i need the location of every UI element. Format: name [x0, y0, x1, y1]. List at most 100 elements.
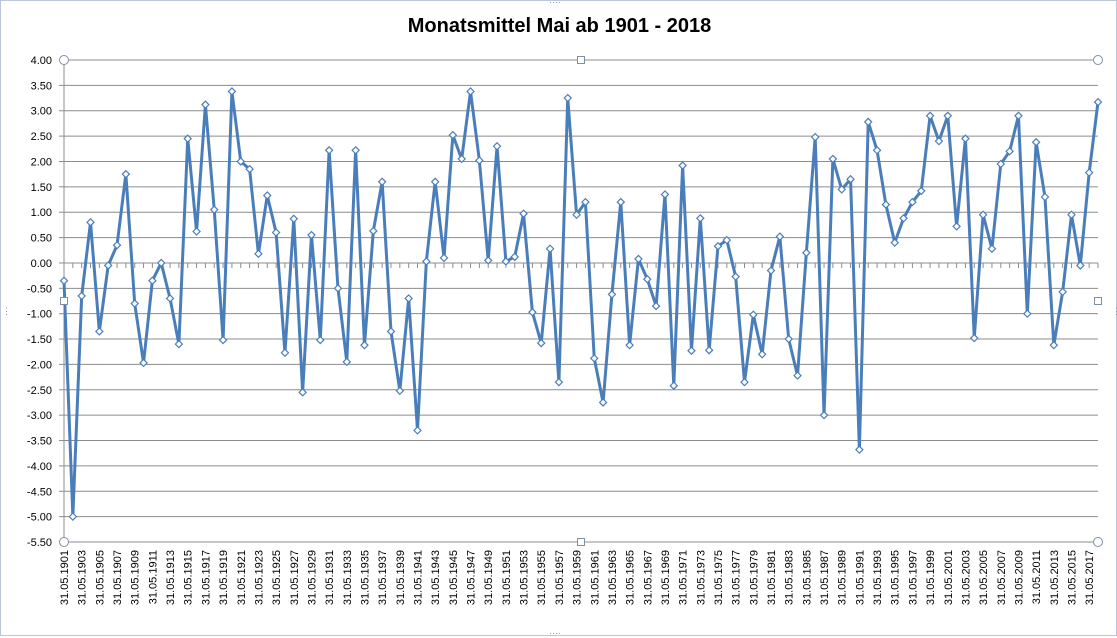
- data-point: [395, 386, 405, 396]
- x-tick-label: 31.05.1901: [59, 550, 71, 605]
- y-tick-label: 1.00: [31, 207, 52, 219]
- data-point: [404, 294, 414, 303]
- x-tick-label: 31.05.1915: [183, 550, 195, 605]
- data-point: [925, 111, 935, 121]
- x-tick-label: 31.05.1987: [819, 550, 831, 605]
- data-point: [501, 257, 511, 266]
- data-point: [448, 130, 458, 140]
- data-point: [386, 327, 396, 336]
- edge-handle: [577, 56, 585, 64]
- x-tick-label: 31.05.1931: [324, 550, 336, 605]
- x-tick-label: 31.05.1975: [713, 550, 725, 605]
- data-point: [651, 301, 661, 311]
- data-point: [899, 213, 908, 223]
- data-point: [757, 349, 767, 359]
- x-tick-label: 31.05.1963: [607, 550, 619, 605]
- edge-handle: [60, 297, 68, 305]
- x-tick-label: 31.05.1969: [660, 550, 672, 605]
- x-tick-label: 31.05.1991: [854, 550, 866, 605]
- data-point: [95, 327, 104, 336]
- x-tick-label: 31.05.1933: [342, 550, 354, 605]
- data-point: [961, 134, 970, 143]
- x-tick-label: 31.05.2005: [978, 550, 990, 605]
- data-point: [678, 161, 687, 170]
- data-point: [810, 132, 820, 142]
- y-tick-label: -3.50: [27, 436, 52, 448]
- data-point: [466, 87, 475, 96]
- data-point: [545, 244, 555, 254]
- data-point: [1075, 261, 1085, 270]
- data-point: [978, 210, 988, 220]
- data-point: [148, 276, 157, 286]
- y-tick-label: -2.50: [27, 385, 52, 397]
- x-tick-label: 31.05.1909: [130, 550, 142, 605]
- y-axis-tick-labels: 4.00 3.50 3.00 2.50 2.00 1.50 1.00 0.50 0.00 -0.5…: [27, 55, 64, 549]
- series-path: [62, 89, 1100, 519]
- x-tick-label: 31.05.1929: [306, 550, 318, 605]
- data-point: [952, 222, 961, 231]
- data-point: [740, 377, 749, 387]
- y-tick-label: -4.50: [27, 486, 52, 498]
- x-tick-label: 31.05.1949: [483, 550, 495, 605]
- x-tick-label: 31.05.1945: [448, 550, 460, 605]
- data-point: [360, 340, 369, 350]
- data-point: [315, 335, 325, 345]
- x-tick-label: 31.05.1995: [890, 550, 902, 605]
- y-tick-label: -0.50: [27, 283, 52, 295]
- data-point: [660, 190, 670, 199]
- data-point: [766, 266, 776, 275]
- data-point: [713, 241, 723, 251]
- data-point: [536, 338, 546, 348]
- data-point: [59, 276, 69, 286]
- data-point: [192, 227, 201, 236]
- selection-handles[interactable]: [59, 55, 1103, 547]
- data-point: [775, 232, 785, 241]
- frame-handle-left[interactable]: ⋮: [2, 306, 11, 316]
- edge-handle: [1094, 297, 1102, 305]
- series-line: [62, 89, 1100, 519]
- x-tick-label: 31.05.1911: [147, 550, 159, 604]
- x-tick-label: 31.05.1953: [519, 550, 531, 605]
- x-tick-label: 31.05.2001: [943, 550, 955, 605]
- x-tick-label: 31.05.1983: [784, 550, 796, 605]
- data-point: [156, 258, 166, 268]
- data-point: [1014, 111, 1023, 121]
- series-markers: [59, 87, 1103, 521]
- data-point: [704, 345, 714, 355]
- data-point: [183, 134, 193, 143]
- corner-handle: [1093, 55, 1103, 65]
- chart-title: Monatsmittel Mai ab 1901 - 2018: [407, 15, 712, 37]
- frame-handle-bottom[interactable]: ····: [549, 628, 561, 638]
- frame-handle-right[interactable]: ⋮: [1112, 306, 1117, 316]
- data-point: [86, 218, 95, 227]
- data-point: [572, 210, 581, 220]
- data-point: [748, 310, 758, 320]
- corner-handle: [59, 537, 69, 547]
- x-tick-label: 31.05.2003: [960, 550, 972, 605]
- x-tick-label: 31.05.1937: [377, 550, 389, 605]
- x-tick-label: 31.05.1905: [94, 550, 106, 605]
- frame-handle-top[interactable]: ····: [549, 0, 561, 7]
- y-tick-label: 2.00: [31, 156, 52, 168]
- x-tick-label: 31.05.1919: [218, 550, 230, 605]
- edge-handle: [577, 538, 585, 546]
- x-tick-label: 31.05.2011: [1031, 550, 1043, 604]
- x-tick-label: 31.05.1947: [466, 550, 478, 605]
- data-point: [519, 209, 528, 219]
- data-point: [872, 145, 882, 155]
- data-point: [943, 111, 953, 121]
- data-point: [324, 145, 334, 155]
- y-tick-label: 2.50: [31, 131, 52, 143]
- data-point: [607, 290, 617, 299]
- data-point: [846, 174, 855, 184]
- data-point: [483, 256, 493, 265]
- x-tick-label: 31.05.1903: [77, 550, 89, 605]
- y-tick-label: -3.00: [27, 410, 52, 422]
- data-point: [298, 387, 307, 397]
- data-point: [245, 164, 254, 174]
- y-tick-label: -5.00: [27, 512, 52, 524]
- data-point: [1040, 192, 1050, 202]
- data-point: [934, 136, 944, 146]
- data-point: [227, 87, 237, 96]
